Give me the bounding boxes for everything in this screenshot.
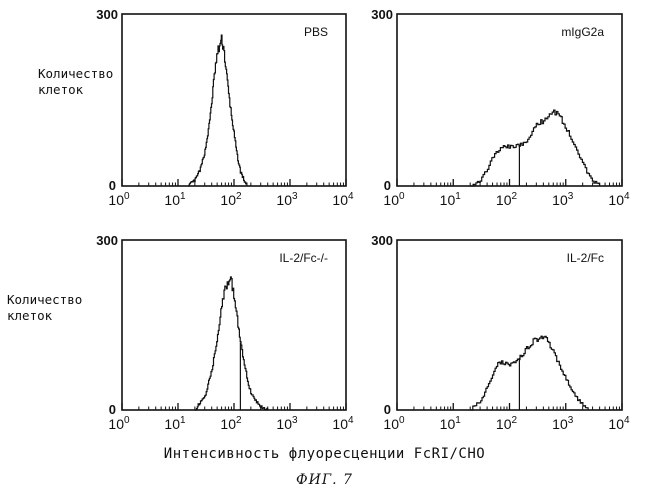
panel-label: IL-2/Fc-/-	[279, 251, 328, 265]
y-tick-label: 0	[109, 178, 116, 193]
x-tick-exponent: 2	[512, 415, 518, 426]
y-axis-label-top-line1: Количество	[38, 66, 113, 82]
x-tick-label: 101	[164, 191, 186, 208]
x-tick-exponent: 3	[292, 191, 298, 202]
x-tick-label: 100	[383, 415, 405, 432]
x-tick-label: 102	[496, 191, 518, 208]
plot-frame	[397, 240, 622, 410]
x-tick-exponent: 3	[568, 415, 574, 426]
x-tick-exponent: 0	[399, 191, 405, 202]
plot-frame	[122, 240, 346, 410]
histogram-trace	[470, 110, 599, 186]
x-tick-exponent: 1	[180, 191, 186, 202]
x-tick-label: 101	[164, 415, 186, 432]
histogram-trace	[195, 277, 268, 410]
x-tick-label: 103	[552, 191, 574, 208]
x-tick-exponent: 0	[124, 415, 130, 426]
y-axis-label-bottom: Количество клеток	[7, 292, 82, 324]
x-tick-label: 103	[276, 415, 298, 432]
x-tick-exponent: 4	[624, 415, 630, 426]
y-tick-label: 300	[96, 7, 118, 22]
x-tick-exponent: 4	[348, 191, 354, 202]
y-tick-label: 300	[96, 233, 118, 248]
figure-caption: ФИГ. 7	[0, 472, 649, 488]
x-tick-label: 100	[108, 191, 130, 208]
x-tick-label: 102	[220, 415, 242, 432]
histogram-panel-4: 1001011021031040300IL-2/Fc	[371, 233, 630, 432]
x-tick-label: 104	[332, 191, 354, 208]
x-tick-label: 103	[552, 415, 574, 432]
y-tick-label: 0	[384, 178, 391, 193]
x-axis-title: Интенсивность флуоресценции FcRI/CHO	[0, 446, 649, 462]
x-tick-label: 100	[383, 191, 405, 208]
x-tick-label: 104	[608, 191, 630, 208]
y-axis-label-bottom-line2: клеток	[7, 308, 82, 324]
histogram-trace	[470, 336, 588, 410]
x-tick-label: 102	[496, 415, 518, 432]
x-tick-exponent: 1	[180, 415, 186, 426]
panel-label: IL-2/Fc	[567, 251, 604, 265]
y-axis-label-bottom-line1: Количество	[7, 292, 82, 308]
y-axis-label-top-line2: клеток	[38, 82, 113, 98]
histogram-panel-3: 1001011021031040300IL-2/Fc-/-	[96, 233, 354, 432]
histogram-panel-2: 1001011021031040300mIgG2a	[371, 7, 630, 208]
histogram-panel-1: 1001011021031040300PBS	[96, 7, 354, 208]
x-tick-exponent: 0	[124, 191, 130, 202]
x-tick-label: 101	[440, 191, 462, 208]
x-tick-label: 104	[608, 415, 630, 432]
x-tick-label: 100	[108, 415, 130, 432]
x-tick-label: 104	[332, 415, 354, 432]
x-tick-exponent: 1	[455, 191, 461, 202]
x-tick-exponent: 3	[292, 415, 298, 426]
y-tick-label: 0	[384, 402, 391, 417]
x-tick-exponent: 0	[399, 415, 405, 426]
x-tick-label: 101	[440, 415, 462, 432]
panel-label: mIgG2a	[561, 25, 604, 39]
y-tick-label: 300	[371, 233, 393, 248]
x-tick-label: 102	[220, 191, 242, 208]
x-tick-exponent: 4	[348, 415, 354, 426]
x-tick-exponent: 3	[568, 191, 574, 202]
y-axis-label-top: Количество клеток	[38, 66, 113, 98]
x-tick-exponent: 2	[236, 415, 242, 426]
x-tick-exponent: 2	[512, 191, 518, 202]
x-tick-label: 103	[276, 191, 298, 208]
histogram-trace	[188, 35, 247, 186]
y-tick-label: 300	[371, 7, 393, 22]
x-tick-exponent: 4	[624, 191, 630, 202]
panel-label: PBS	[304, 25, 328, 39]
x-tick-exponent: 1	[455, 415, 461, 426]
y-tick-label: 0	[109, 402, 116, 417]
x-tick-exponent: 2	[236, 191, 242, 202]
plot-frame	[122, 14, 346, 186]
plot-frame	[397, 14, 622, 186]
